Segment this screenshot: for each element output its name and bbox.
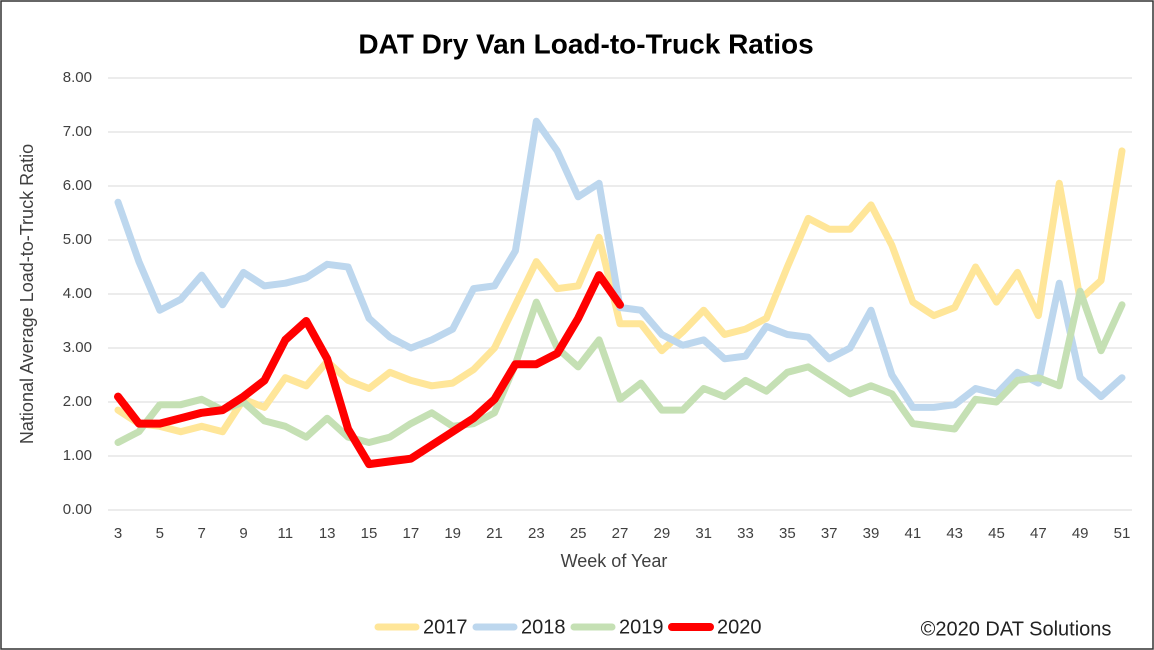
x-tick-label: 33: [737, 525, 754, 542]
y-tick-label: 6.00: [63, 177, 92, 194]
x-tick-label: 45: [988, 525, 1005, 542]
legend-label: 2018: [521, 616, 566, 638]
source-note: ©2020 DAT Solutions: [921, 618, 1112, 640]
series-line: [114, 287, 1126, 446]
legend-label: 2020: [717, 616, 762, 638]
y-tick-label: 7.00: [63, 123, 92, 140]
y-tick-label: 0.00: [63, 501, 92, 518]
y-tick-label: 8.00: [63, 69, 92, 86]
x-tick-label: 17: [402, 525, 419, 542]
x-tick-label: 43: [946, 525, 963, 542]
legend-label: 2017: [423, 616, 468, 638]
y-tick-label: 2.00: [63, 393, 92, 410]
x-tick-label: 13: [319, 525, 336, 542]
series-line: [114, 271, 624, 469]
y-tick-label: 5.00: [63, 231, 92, 248]
series-line: [114, 147, 1126, 436]
x-tick-label: 23: [528, 525, 545, 542]
x-tick-label: 37: [821, 525, 838, 542]
x-tick-label: 49: [1072, 525, 1089, 542]
x-tick-label: 41: [904, 525, 921, 542]
x-tick-label: 19: [444, 525, 461, 542]
x-tick-label: 35: [779, 525, 796, 542]
x-tick-label: 47: [1030, 525, 1047, 542]
x-tick-label: 3: [114, 525, 122, 542]
x-tick-label: 15: [361, 525, 378, 542]
y-tick-label: 4.00: [63, 285, 92, 302]
y-tick-label: 1.00: [63, 447, 92, 464]
x-tick-label: 25: [570, 525, 587, 542]
x-tick-label: 51: [1114, 525, 1131, 542]
x-tick-label: 9: [239, 525, 247, 542]
y-axis-label: National Average Load-to-Truck Ratio: [17, 144, 37, 444]
x-tick-label: 31: [695, 525, 712, 542]
chart-title: DAT Dry Van Load-to-Truck Ratios: [358, 28, 813, 59]
x-tick-label: 27: [612, 525, 629, 542]
x-tick-label: 39: [863, 525, 880, 542]
legend-label: 2019: [619, 616, 664, 638]
x-tick-label: 5: [156, 525, 164, 542]
x-axis-label: Week of Year: [561, 551, 668, 571]
y-tick-label: 3.00: [63, 339, 92, 356]
x-tick-label: 29: [653, 525, 670, 542]
x-tick-label: 21: [486, 525, 503, 542]
x-tick-label: 7: [197, 525, 205, 542]
x-tick-label: 11: [278, 525, 294, 542]
